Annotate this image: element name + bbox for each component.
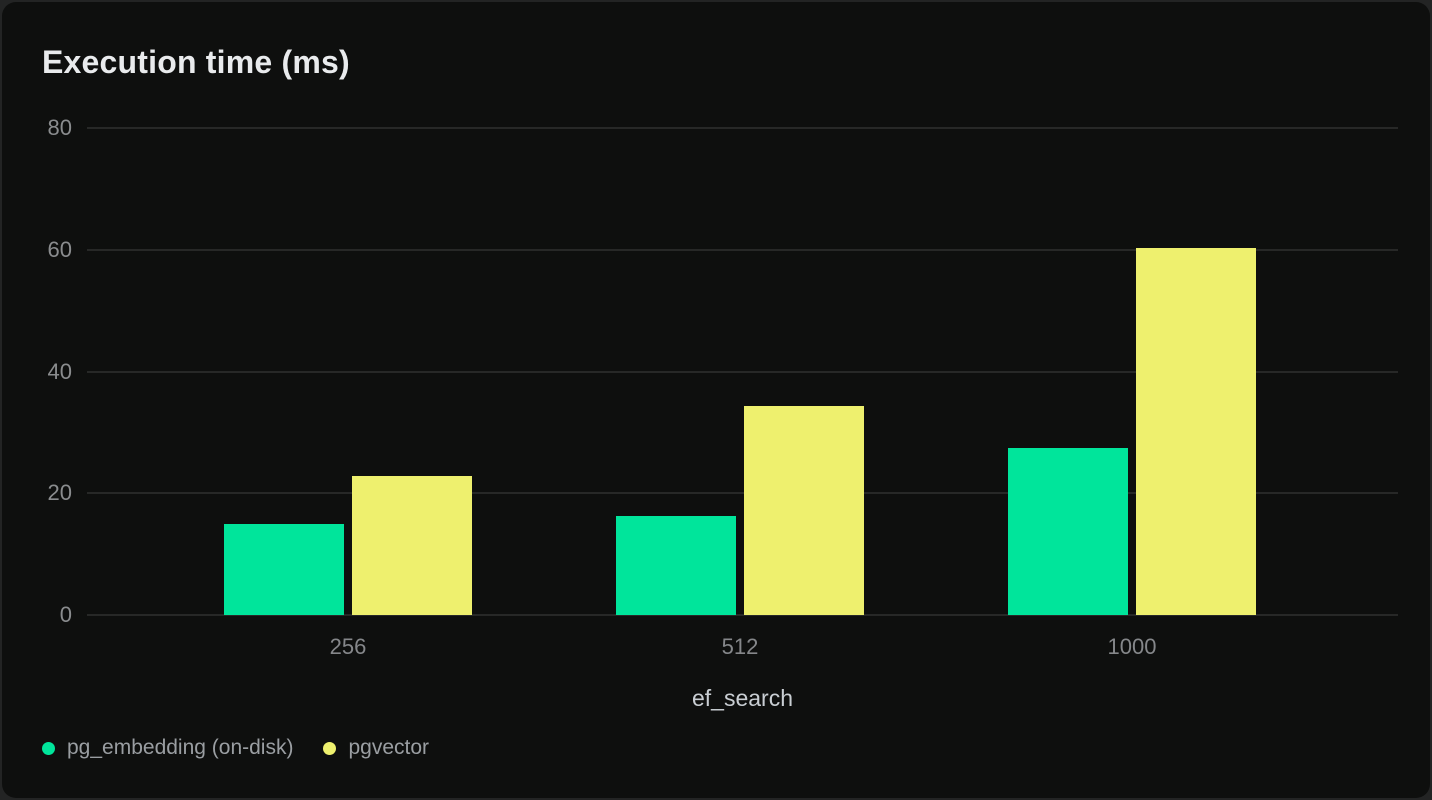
bar-pgvector-512 bbox=[744, 406, 864, 615]
gridline-y-0 bbox=[87, 614, 1398, 616]
y-tick-label: 20 bbox=[47, 480, 72, 506]
gridline-y-60 bbox=[87, 248, 1398, 251]
gridline-y-20 bbox=[87, 492, 1398, 495]
x-axis-label: ef_search bbox=[691, 685, 793, 711]
legend-item-pg-embedding: pg_embedding (on-disk) bbox=[42, 735, 293, 761]
plot-area: ef_search 0 20 40 60 80 256 512 1000 bbox=[48, 115, 1398, 711]
x-tick-label-1000: 1000 bbox=[1107, 634, 1157, 659]
bar-pg-embedding-512 bbox=[616, 515, 736, 615]
x-tick-label-512: 512 bbox=[721, 634, 759, 659]
gridline-y-80 bbox=[87, 127, 1398, 129]
y-tick-label: 80 bbox=[47, 115, 72, 140]
y-tick-label: 0 bbox=[59, 602, 72, 627]
chart-title: Execution time (ms) bbox=[42, 44, 350, 80]
legend-label: pg_embedding (on-disk) bbox=[67, 736, 294, 759]
legend-label: pgvector bbox=[348, 736, 430, 759]
x-tick-label-256: 256 bbox=[329, 634, 367, 659]
legend: pg_embedding (on-disk) pgvector bbox=[42, 734, 429, 762]
gridline-y-40 bbox=[87, 370, 1398, 373]
bar-pgvector-1000 bbox=[1136, 247, 1256, 615]
legend-dot-icon bbox=[42, 741, 55, 755]
y-tick-label: 40 bbox=[47, 358, 72, 384]
bar-pg-embedding-1000 bbox=[1008, 448, 1128, 615]
bar-pg-embedding-256 bbox=[224, 523, 344, 615]
bar-pgvector-256 bbox=[352, 476, 472, 615]
legend-dot-icon bbox=[323, 741, 337, 755]
y-tick-label: 60 bbox=[47, 236, 72, 262]
legend-item-pgvector: pgvector bbox=[323, 735, 429, 761]
